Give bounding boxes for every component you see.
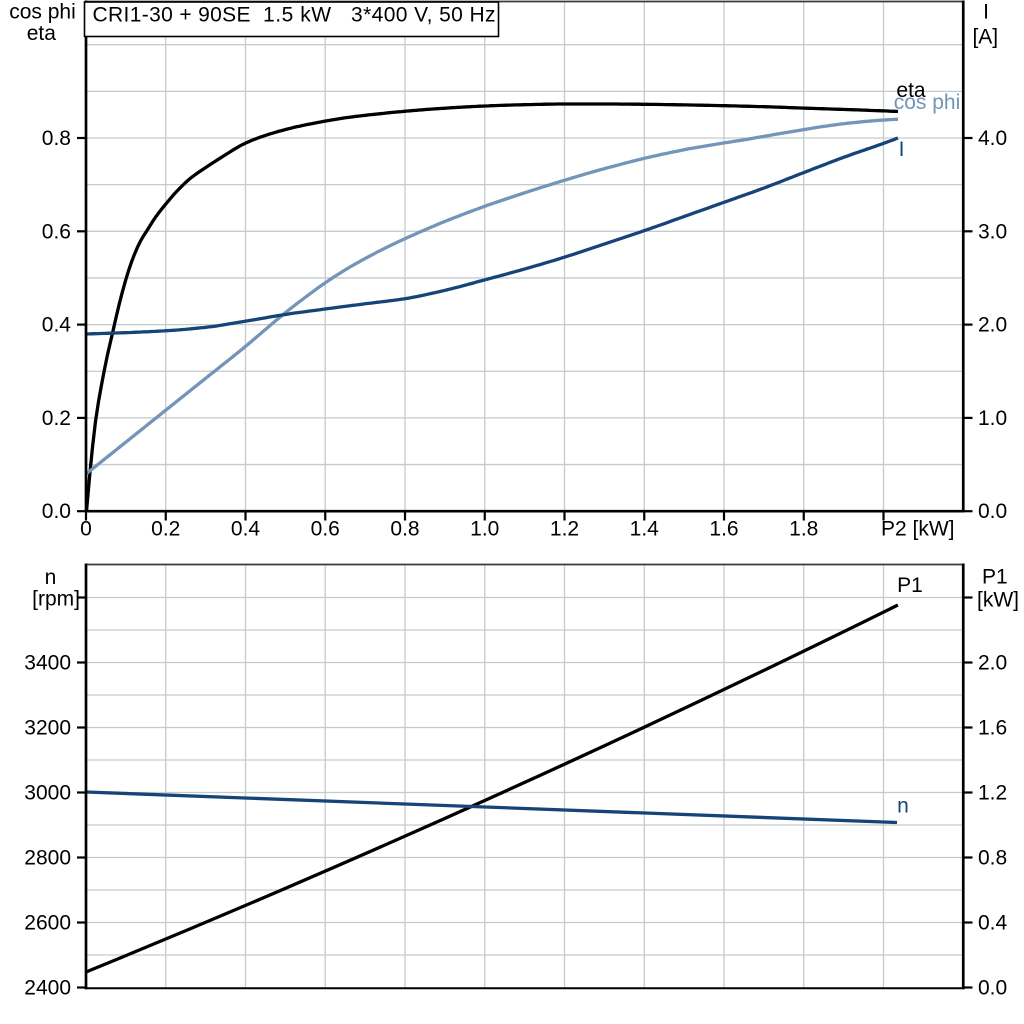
svg-text:1.6: 1.6 xyxy=(978,717,1007,740)
svg-text:P2 [kW]: P2 [kW] xyxy=(881,518,955,541)
svg-text:n: n xyxy=(897,795,909,818)
svg-text:0.4: 0.4 xyxy=(42,314,72,337)
svg-text:[A]: [A] xyxy=(972,26,998,49)
svg-text:2.0: 2.0 xyxy=(978,652,1007,675)
svg-text:[rpm]: [rpm] xyxy=(32,588,80,611)
svg-text:1.0: 1.0 xyxy=(470,518,499,541)
svg-text:eta: eta xyxy=(27,22,57,45)
svg-text:0.0: 0.0 xyxy=(978,977,1007,1000)
svg-text:0.2: 0.2 xyxy=(151,518,180,541)
svg-text:0.4: 0.4 xyxy=(978,912,1008,935)
svg-text:1.2: 1.2 xyxy=(978,782,1007,805)
svg-text:2600: 2600 xyxy=(24,912,71,935)
svg-text:0.8: 0.8 xyxy=(978,847,1007,870)
svg-text:2800: 2800 xyxy=(24,847,71,870)
svg-text:1.2: 1.2 xyxy=(550,518,579,541)
svg-text:0.4: 0.4 xyxy=(231,518,261,541)
svg-text:I: I xyxy=(983,1,989,24)
svg-text:I: I xyxy=(899,138,905,161)
svg-text:1.6: 1.6 xyxy=(709,518,738,541)
svg-text:0.8: 0.8 xyxy=(42,127,71,150)
svg-text:3400: 3400 xyxy=(24,652,71,675)
svg-text:CRI1-30 + 90SE: CRI1-30 + 90SE xyxy=(93,4,251,27)
svg-text:0.0: 0.0 xyxy=(42,500,71,523)
svg-text:eta: eta xyxy=(896,79,926,102)
svg-text:0: 0 xyxy=(80,518,92,541)
svg-text:n: n xyxy=(45,566,57,589)
svg-text:3200: 3200 xyxy=(24,717,71,740)
svg-text:3*400 V, 50 Hz: 3*400 V, 50 Hz xyxy=(351,4,496,27)
svg-text:[kW]: [kW] xyxy=(977,589,1019,612)
svg-text:0.6: 0.6 xyxy=(311,518,340,541)
svg-text:1.8: 1.8 xyxy=(789,518,818,541)
svg-text:2.0: 2.0 xyxy=(978,314,1007,337)
svg-text:3000: 3000 xyxy=(24,782,71,805)
svg-text:4.0: 4.0 xyxy=(978,127,1007,150)
svg-text:P1: P1 xyxy=(982,566,1008,589)
svg-text:P1: P1 xyxy=(897,574,923,597)
svg-text:cos phi: cos phi xyxy=(9,0,76,23)
svg-text:0.2: 0.2 xyxy=(42,407,71,430)
svg-text:3.0: 3.0 xyxy=(978,220,1007,243)
svg-text:1.5 kW: 1.5 kW xyxy=(263,4,332,27)
svg-text:2400: 2400 xyxy=(24,977,71,1000)
svg-text:0.0: 0.0 xyxy=(978,500,1007,523)
svg-text:cos phi: cos phi xyxy=(894,91,961,114)
svg-text:1.4: 1.4 xyxy=(630,518,660,541)
svg-text:0.6: 0.6 xyxy=(42,220,71,243)
svg-text:1.0: 1.0 xyxy=(978,407,1007,430)
svg-text:0.8: 0.8 xyxy=(390,518,419,541)
